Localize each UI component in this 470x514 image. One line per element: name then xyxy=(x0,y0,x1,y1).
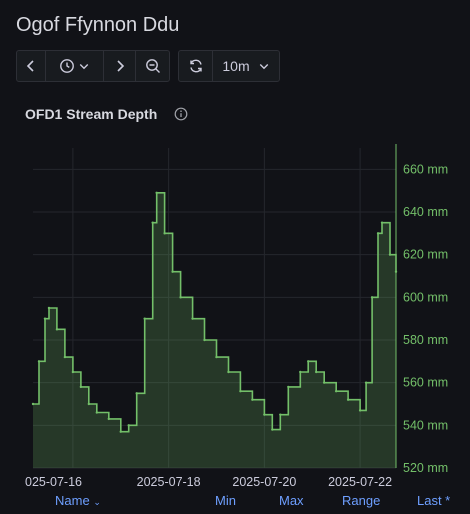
data-point xyxy=(370,296,374,299)
chevron-down-icon xyxy=(79,64,89,70)
y-tick-label: 640 mm xyxy=(403,205,448,219)
data-point xyxy=(346,398,350,401)
data-point xyxy=(376,232,380,235)
data-point xyxy=(358,409,362,412)
series-area xyxy=(33,192,396,469)
data-point xyxy=(191,317,194,320)
refresh-group: 10m xyxy=(178,50,280,82)
data-point xyxy=(279,413,282,416)
data-point xyxy=(47,306,51,310)
data-point xyxy=(394,270,398,273)
data-point xyxy=(239,390,242,393)
data-point xyxy=(37,360,41,363)
data-point xyxy=(151,221,154,224)
data-point xyxy=(215,355,218,359)
zoom-out-icon xyxy=(145,59,160,73)
data-point xyxy=(334,390,338,393)
data-point xyxy=(380,221,384,224)
legend-name-header[interactable]: Name ⌄ xyxy=(55,493,101,508)
y-tick-label: 660 mm xyxy=(403,162,448,176)
data-point xyxy=(87,402,91,406)
data-point xyxy=(299,370,302,374)
chevron-down-icon: ⌄ xyxy=(93,497,101,507)
chevron-right-icon xyxy=(116,60,124,72)
legend-min-header[interactable]: Min xyxy=(215,493,236,508)
data-point xyxy=(171,270,174,273)
panel-title: OFD1 Stream Depth xyxy=(25,106,158,122)
data-point xyxy=(364,381,368,384)
legend-range-header[interactable]: Range xyxy=(342,493,381,508)
y-tick-label: 620 mm xyxy=(403,248,448,262)
data-point xyxy=(179,296,182,299)
time-toolbar: 10m xyxy=(16,50,280,82)
time-forward-button[interactable] xyxy=(104,51,136,81)
legend-max-header[interactable]: Max xyxy=(279,493,304,508)
legend-name-label: Name xyxy=(55,493,90,508)
data-point xyxy=(95,411,99,414)
data-point xyxy=(251,398,254,401)
data-point xyxy=(143,317,146,320)
data-point xyxy=(287,385,290,389)
data-point xyxy=(79,385,83,389)
data-point xyxy=(135,392,138,395)
time-picker-button[interactable] xyxy=(46,51,104,81)
data-point xyxy=(307,360,310,363)
data-point xyxy=(31,402,35,406)
data-point xyxy=(203,338,206,342)
data-point xyxy=(271,428,274,431)
chevron-down-icon xyxy=(259,64,268,70)
legend-header: Name ⌄ Min Max Range Last * xyxy=(0,493,470,511)
refresh-icon xyxy=(189,59,202,73)
data-point xyxy=(322,381,326,384)
chevron-left-icon xyxy=(26,60,34,72)
data-point xyxy=(127,424,130,427)
y-tick-label: 580 mm xyxy=(403,333,448,347)
data-point xyxy=(315,370,318,374)
stream-depth-chart[interactable]: 520 mm 540 mm 560 mm 580 mm 600 mm 620 mm 640 … xyxy=(0,130,470,495)
data-point xyxy=(71,370,75,374)
zoom-out-button[interactable] xyxy=(136,51,169,81)
data-point xyxy=(55,328,59,331)
legend-last-header[interactable]: Last * xyxy=(417,493,451,508)
y-tick-label: 600 mm xyxy=(403,290,448,304)
x-tick-label: 025-07-16 xyxy=(25,475,82,489)
data-point xyxy=(63,355,67,359)
y-tick-label: 560 mm xyxy=(403,376,448,390)
y-tick-label: 520 mm xyxy=(403,461,448,475)
data-point xyxy=(388,253,392,256)
data-point xyxy=(155,191,158,194)
data-point xyxy=(43,317,47,320)
y-tick-label: 540 mm xyxy=(403,418,448,432)
data-point xyxy=(227,370,230,374)
data-point xyxy=(107,417,110,421)
refresh-button[interactable] xyxy=(179,51,213,81)
time-range-group xyxy=(16,50,170,82)
x-tick-label: 2025-07-22 xyxy=(328,475,392,489)
x-tick-label: 2025-07-20 xyxy=(232,475,296,489)
info-icon[interactable] xyxy=(174,107,188,121)
data-point xyxy=(163,232,166,235)
refresh-interval-picker[interactable]: 10m xyxy=(213,51,279,81)
refresh-interval-value: 10m xyxy=(222,58,250,74)
time-back-button[interactable] xyxy=(17,51,46,81)
x-tick-label: 2025-07-18 xyxy=(137,475,201,489)
data-point xyxy=(263,413,266,416)
clock-icon xyxy=(60,59,74,73)
dashboard-title: Ogof Ffynnon Ddu xyxy=(16,14,180,36)
data-point xyxy=(119,430,122,433)
